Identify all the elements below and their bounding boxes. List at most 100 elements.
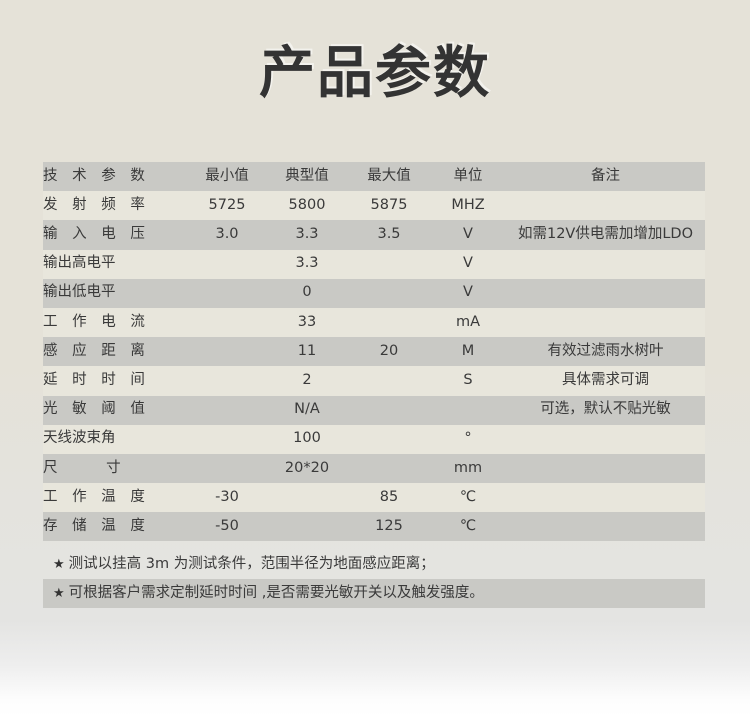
cell-param: 发 射 频 率	[43, 196, 150, 213]
cell-note	[506, 512, 705, 541]
cell-min	[188, 454, 266, 483]
star-icon: ★	[53, 586, 65, 601]
star-icon: ★	[53, 557, 65, 572]
table-header-row: 技 术 参 数 最小值 典型值 最大值 单位 备注	[43, 162, 705, 192]
cell-max: 85	[379, 488, 399, 505]
cell-max	[348, 279, 430, 308]
footnote-item: ★ 测试以挂高 3m 为测试条件，范围半径为地面感应距离；	[43, 550, 705, 579]
cell-note	[506, 454, 705, 483]
cell-param: 存 储 温 度	[43, 517, 150, 534]
cell-min: -30	[215, 488, 239, 505]
cell-max: 20	[379, 342, 399, 359]
cell-typ: 5800	[288, 196, 326, 213]
header-cell-max: 最大值	[367, 167, 411, 184]
cell-param: 工 作 电 流	[43, 313, 150, 330]
cell-unit: V	[463, 255, 473, 272]
cell-param: 感 应 距 离	[43, 342, 150, 359]
cell-max	[348, 396, 430, 425]
cell-note	[506, 191, 705, 220]
header-cell-note: 备注	[591, 167, 620, 184]
cell-typ: 3.3	[295, 255, 319, 272]
cell-param: 延 时 时 间	[43, 371, 150, 388]
cell-param: 光 敏 阈 值	[43, 401, 150, 418]
cell-unit: mm	[453, 459, 483, 476]
cell-max	[348, 366, 430, 395]
cell-max	[348, 425, 430, 454]
cell-unit	[430, 396, 506, 425]
cell-max	[348, 454, 430, 483]
cell-typ: 100	[293, 430, 321, 447]
header-cell-param: 技 术 参 数	[43, 167, 150, 184]
cell-unit: °	[464, 430, 472, 447]
cell-unit: S	[463, 371, 473, 388]
cell-max: 125	[375, 517, 403, 534]
cell-param: 输出低电平	[43, 284, 116, 301]
cell-unit: ℃	[459, 488, 477, 505]
table-row: 输出高电平 3.3 V	[43, 249, 705, 279]
cell-param: 天线波束角	[43, 430, 116, 447]
cell-typ: 11	[297, 342, 317, 359]
footnotes: ★ 测试以挂高 3m 为测试条件，范围半径为地面感应距离； ★ 可根据客户需求定制延…	[43, 550, 705, 608]
cell-note: 有效过滤雨水树叶	[547, 342, 664, 359]
table-row: 工 作 温 度 -30 85 ℃	[43, 483, 705, 513]
header-cell-typ: 典型值	[285, 167, 329, 184]
cell-unit: V	[463, 226, 473, 242]
table-row: 尺 寸 20*20 mm	[43, 453, 705, 484]
table-row: 光 敏 阈 值 N/A 可选，默认不贴光敏	[43, 395, 705, 425]
cell-min: 5725	[208, 196, 246, 213]
cell-param: 工 作 温 度	[43, 488, 150, 505]
cell-typ	[266, 512, 348, 541]
cell-typ: 20*20	[284, 459, 330, 476]
cell-param: 输 入 电 压	[43, 226, 150, 242]
footnote-item: ★ 可根据客户需求定制延时时间 ,是否需要光敏开关以及触发强度。	[43, 579, 705, 608]
cell-note	[506, 250, 705, 279]
cell-typ	[266, 483, 348, 512]
cell-min: 3.0	[215, 226, 239, 242]
table-row: 天线波束角 100 °	[43, 424, 705, 454]
cell-note	[506, 308, 705, 337]
cell-param: 尺 寸	[43, 459, 143, 476]
table-row: 发 射 频 率 5725 5800 5875 MHZ	[43, 191, 705, 221]
cell-unit: ℃	[459, 517, 477, 534]
table-row: 存 储 温 度 -50 125 ℃	[43, 512, 705, 542]
cell-min	[188, 279, 266, 308]
cell-typ: N/A	[294, 401, 320, 418]
cell-unit: M	[461, 342, 475, 359]
cell-note: 如需12V供电需加增加LDO	[517, 226, 694, 242]
cell-unit: V	[463, 284, 473, 301]
table-row: 输出低电平 0 V	[43, 278, 705, 308]
cell-typ: 33	[297, 313, 317, 330]
footnote-text: 测试以挂高 3m 为测试条件，范围半径为地面感应距离；	[68, 556, 435, 572]
table-row: 延 时 时 间 2 S 具体需求可调	[43, 366, 705, 396]
cell-max: 5875	[370, 196, 408, 213]
table-row: 输 入 电 压 3.0 3.3 3.5 V 如需12V供电需加增加LDO	[43, 220, 705, 250]
cell-note	[506, 483, 705, 512]
header-cell-min: 最小值	[205, 167, 249, 184]
cell-min	[188, 396, 266, 425]
cell-typ: 2	[302, 371, 312, 388]
cell-note: 可选，默认不贴光敏	[540, 401, 671, 418]
cell-typ: 3.3	[295, 226, 319, 242]
cell-max	[348, 250, 430, 279]
specification-table: 技 术 参 数 最小值 典型值 最大值 单位 备注 发 射 频 率 5725 5…	[43, 162, 705, 542]
cell-typ: 0	[302, 284, 312, 301]
cell-min	[188, 250, 266, 279]
page-title-wrapper: 产品参数	[0, 46, 750, 102]
cell-unit: mA	[455, 313, 481, 330]
cell-min	[188, 308, 266, 337]
cell-note: 具体需求可调	[562, 371, 649, 388]
cell-min	[188, 337, 266, 366]
table-row: 工 作 电 流 33 mA	[43, 307, 705, 338]
table-row: 感 应 距 离 11 20 M 有效过滤雨水树叶	[43, 337, 705, 367]
footnote-text: 可根据客户需求定制延时时间 ,是否需要光敏开关以及触发强度。	[68, 585, 484, 601]
header-cell-unit: 单位	[453, 167, 483, 184]
cell-min	[188, 366, 266, 395]
cell-min: -50	[215, 517, 239, 534]
cell-max: 3.5	[377, 226, 401, 242]
cell-max	[348, 308, 430, 337]
cell-note	[506, 425, 705, 454]
cell-note	[506, 279, 705, 308]
page-title: 产品参数	[259, 41, 491, 106]
cell-min	[188, 425, 266, 454]
